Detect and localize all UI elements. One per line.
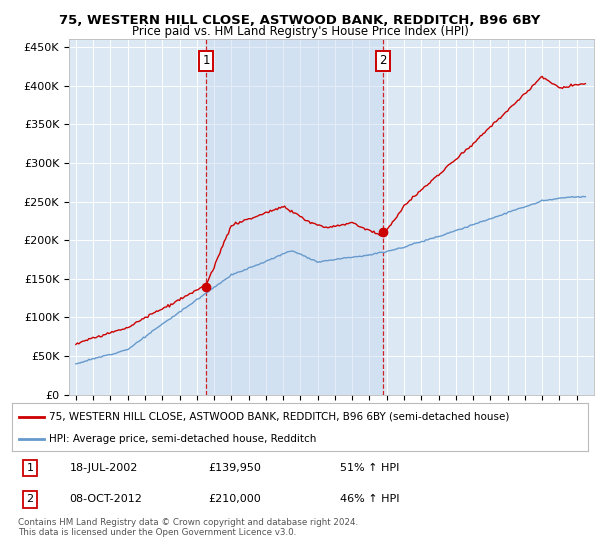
Text: 1: 1 <box>202 54 210 67</box>
Text: £139,950: £139,950 <box>208 463 261 473</box>
Text: £210,000: £210,000 <box>208 494 260 505</box>
Text: 08-OCT-2012: 08-OCT-2012 <box>70 494 142 505</box>
Text: 75, WESTERN HILL CLOSE, ASTWOOD BANK, REDDITCH, B96 6BY: 75, WESTERN HILL CLOSE, ASTWOOD BANK, RE… <box>59 14 541 27</box>
Text: Price paid vs. HM Land Registry's House Price Index (HPI): Price paid vs. HM Land Registry's House … <box>131 25 469 38</box>
Text: 2: 2 <box>379 54 386 67</box>
Text: 2: 2 <box>26 494 34 505</box>
Bar <box>206 39 383 395</box>
Text: HPI: Average price, semi-detached house, Redditch: HPI: Average price, semi-detached house,… <box>49 434 317 444</box>
Text: 51% ↑ HPI: 51% ↑ HPI <box>340 463 400 473</box>
Text: 75, WESTERN HILL CLOSE, ASTWOOD BANK, REDDITCH, B96 6BY (semi-detached house): 75, WESTERN HILL CLOSE, ASTWOOD BANK, RE… <box>49 412 510 422</box>
Text: 18-JUL-2002: 18-JUL-2002 <box>70 463 138 473</box>
Text: 1: 1 <box>26 463 34 473</box>
Text: Contains HM Land Registry data © Crown copyright and database right 2024.
This d: Contains HM Land Registry data © Crown c… <box>18 518 358 538</box>
Text: 46% ↑ HPI: 46% ↑ HPI <box>340 494 400 505</box>
